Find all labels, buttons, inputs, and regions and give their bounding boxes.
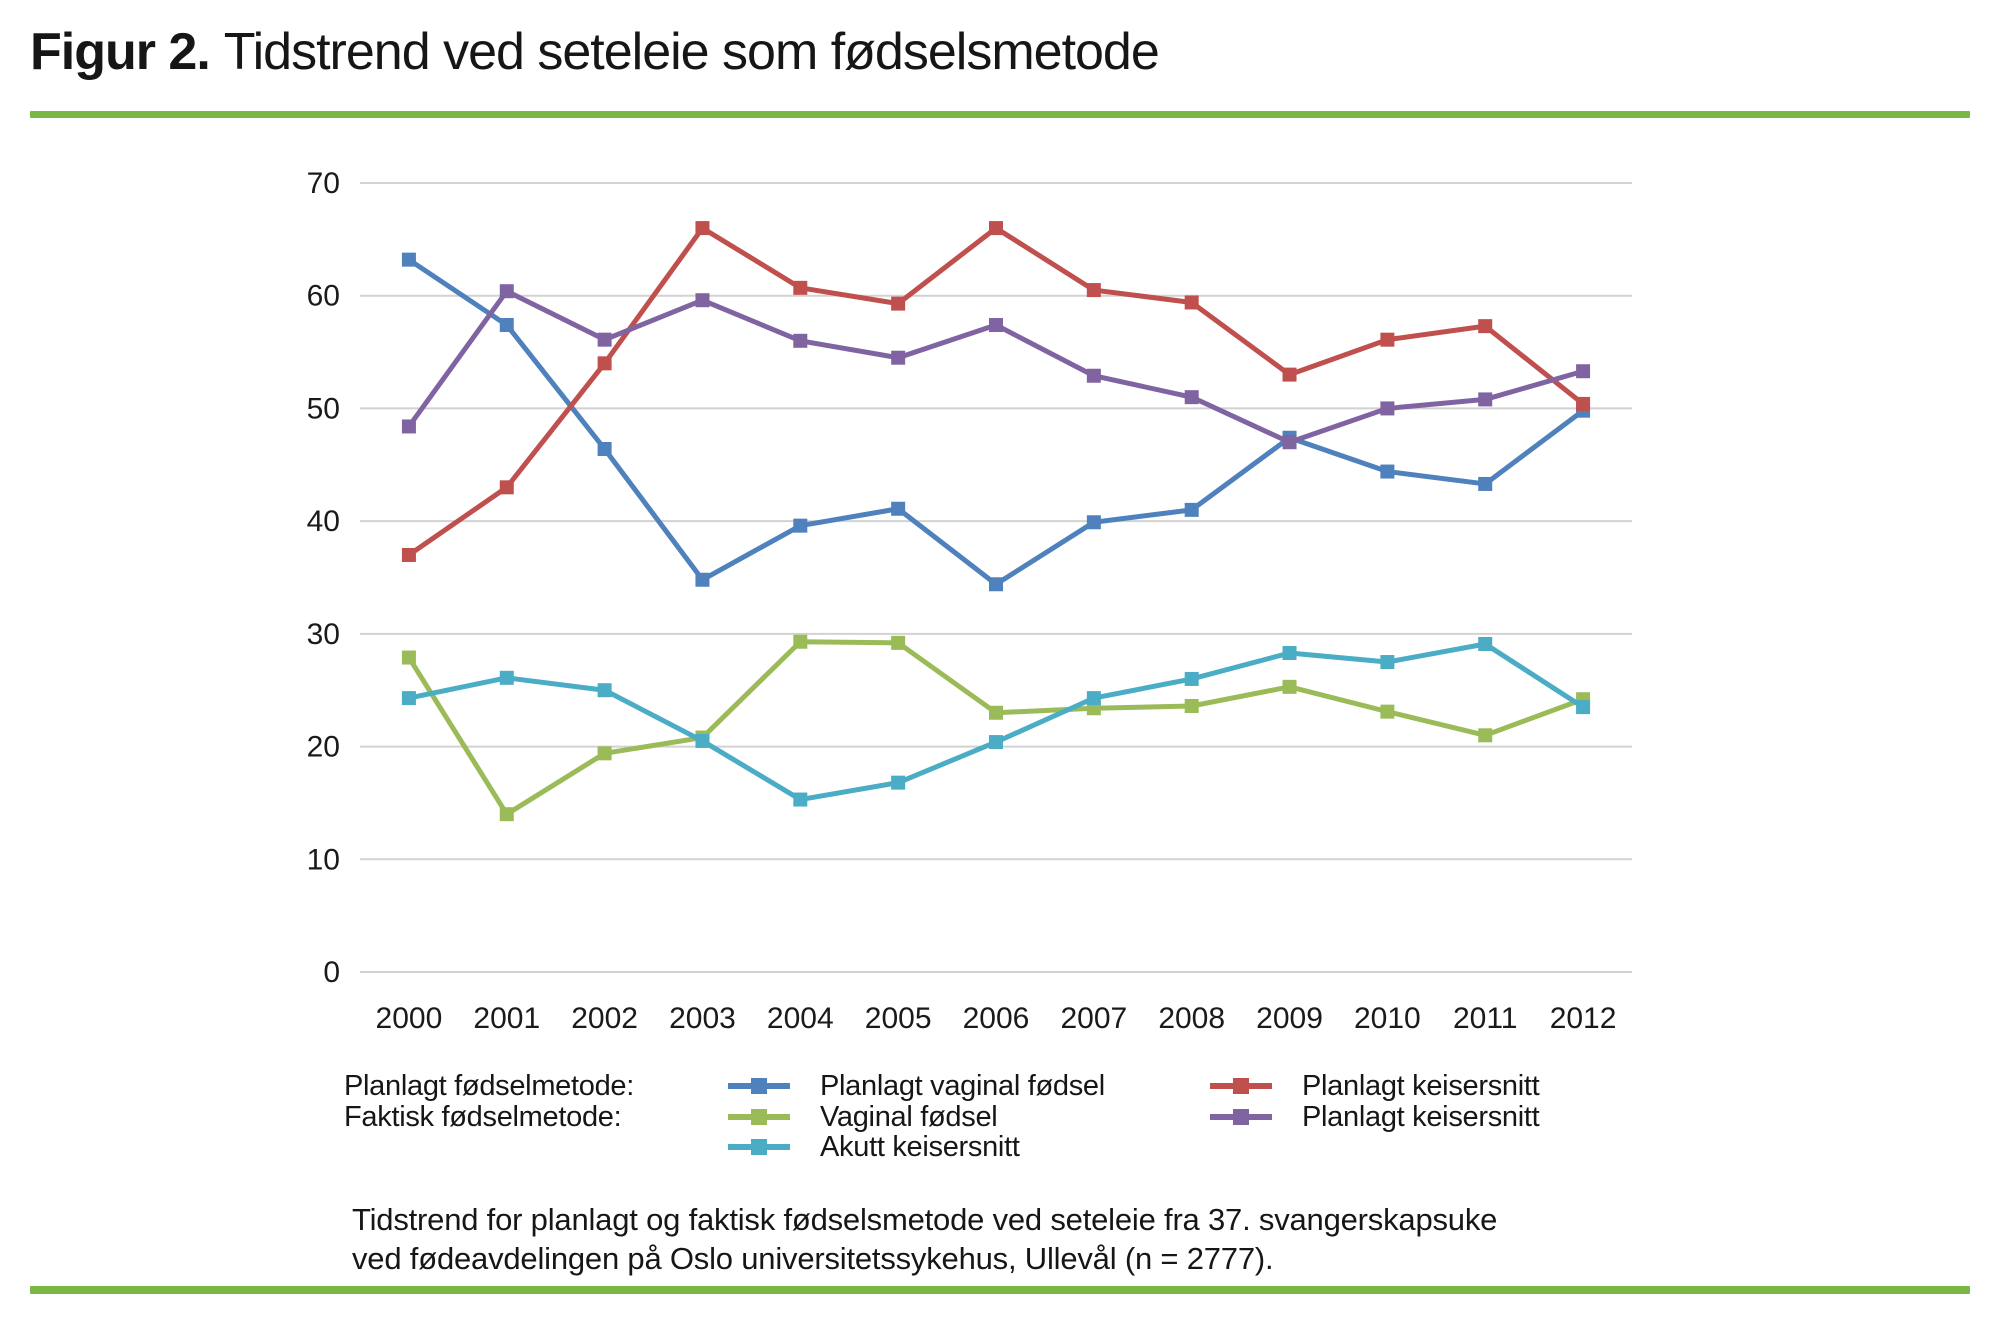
data-point-marker	[1086, 368, 1101, 383]
y-tick-label-50: 50	[307, 392, 340, 425]
caption-line-1: Tidstrend for planlagt og faktisk fødsel…	[352, 1202, 1498, 1237]
data-point-marker	[597, 332, 612, 347]
data-point-marker	[499, 670, 514, 685]
data-point-marker	[891, 296, 906, 311]
data-point-marker	[891, 501, 906, 516]
y-tick-label-20: 20	[307, 731, 340, 764]
data-point-marker	[1282, 435, 1297, 450]
data-point-marker	[1478, 319, 1493, 334]
series-line-3	[406, 639, 1586, 817]
x-tick-label-2002: 2002	[571, 1002, 638, 1035]
figure-title: Figur 2. Tidstrend ved seteleie som fødse…	[30, 20, 1160, 84]
x-tick-label-2004: 2004	[767, 1002, 834, 1035]
x-tick-label-2000: 2000	[376, 1002, 443, 1035]
x-tick-label-2006: 2006	[963, 1002, 1030, 1035]
caption-line-2: ved fødeavdelingen på Oslo universitetss…	[352, 1241, 1274, 1276]
data-point-marker	[989, 577, 1003, 592]
data-point-marker	[989, 735, 1003, 750]
data-point-marker	[1282, 646, 1297, 661]
data-point-marker	[793, 518, 808, 533]
data-point-marker	[401, 691, 416, 706]
y-tick-label-10: 10	[307, 843, 340, 876]
data-point-marker	[793, 634, 808, 649]
series-line-4	[406, 641, 1586, 803]
data-point-marker	[1576, 396, 1591, 411]
data-point-marker	[1282, 679, 1297, 694]
x-tick-label-2011: 2011	[1453, 1002, 1518, 1035]
data-point-marker	[499, 284, 514, 299]
x-tick-label-2005: 2005	[865, 1002, 932, 1035]
data-point-marker	[401, 252, 416, 267]
data-point-marker	[1380, 655, 1395, 670]
data-point-marker	[1576, 700, 1591, 715]
x-tick-label-2012: 2012	[1550, 1002, 1617, 1035]
figure-title-text: Tidstrend ved seteleie som fødselsmetode	[223, 23, 1160, 81]
data-point-marker	[793, 280, 808, 295]
data-point-marker	[499, 318, 514, 333]
data-point-marker	[401, 419, 416, 434]
data-point-marker	[695, 733, 710, 748]
data-point-marker	[695, 572, 710, 587]
y-tick-label-60: 60	[307, 280, 340, 313]
x-tick-label-2001: 2001	[473, 1002, 540, 1035]
data-point-marker	[401, 650, 416, 665]
series-line-0	[406, 257, 1586, 587]
data-point-marker	[1380, 464, 1395, 479]
data-point-marker	[891, 350, 906, 365]
data-point-marker	[891, 775, 906, 790]
x-tick-label-2009: 2009	[1256, 1002, 1323, 1035]
data-point-marker	[1478, 728, 1493, 743]
figure-caption: Tidstrend for planlagt og faktisk fødsel…	[352, 1200, 1532, 1278]
series-line-2	[406, 288, 1586, 445]
series-line-1	[406, 225, 1586, 558]
data-point-marker	[793, 333, 808, 348]
x-tick-label-2007: 2007	[1060, 1002, 1127, 1035]
data-point-marker	[597, 442, 612, 457]
data-point-marker	[1380, 401, 1395, 416]
data-point-marker	[1184, 295, 1199, 310]
top-divider-rule	[30, 111, 1970, 118]
data-point-marker	[1478, 392, 1493, 407]
data-point-marker	[989, 318, 1003, 333]
y-tick-label-30: 30	[307, 618, 340, 651]
data-point-marker	[1478, 637, 1493, 652]
bottom-divider-rule	[30, 1286, 1970, 1294]
data-point-marker	[1478, 476, 1493, 491]
data-point-marker	[1086, 283, 1101, 298]
figure-number: Figur 2.	[30, 23, 211, 81]
data-point-marker	[1184, 698, 1199, 713]
data-point-marker	[891, 635, 906, 650]
data-point-marker	[1086, 691, 1101, 706]
data-point-marker	[1380, 332, 1395, 347]
data-point-marker	[1576, 364, 1591, 379]
data-point-marker	[1184, 671, 1199, 686]
data-point-marker	[793, 792, 808, 807]
y-tick-label-70: 70	[307, 167, 340, 200]
data-point-marker	[1086, 515, 1101, 530]
data-point-marker	[597, 746, 612, 761]
data-point-marker	[989, 221, 1003, 236]
data-point-marker	[401, 547, 416, 562]
data-point-marker	[499, 807, 514, 822]
data-point-marker	[1282, 367, 1297, 382]
data-point-marker	[597, 356, 612, 371]
data-point-marker	[695, 293, 710, 308]
data-point-marker	[989, 705, 1003, 720]
data-point-marker	[597, 683, 612, 698]
data-point-marker	[1380, 704, 1395, 719]
data-point-marker	[1184, 390, 1199, 405]
data-point-marker	[695, 221, 710, 236]
x-tick-label-2003: 2003	[669, 1002, 736, 1035]
data-point-marker	[499, 480, 514, 495]
y-tick-label-0: 0	[323, 956, 340, 989]
x-tick-label-2008: 2008	[1158, 1002, 1225, 1035]
data-point-marker	[1184, 502, 1199, 517]
y-tick-label-40: 40	[307, 505, 340, 538]
x-tick-label-2010: 2010	[1354, 1002, 1421, 1035]
